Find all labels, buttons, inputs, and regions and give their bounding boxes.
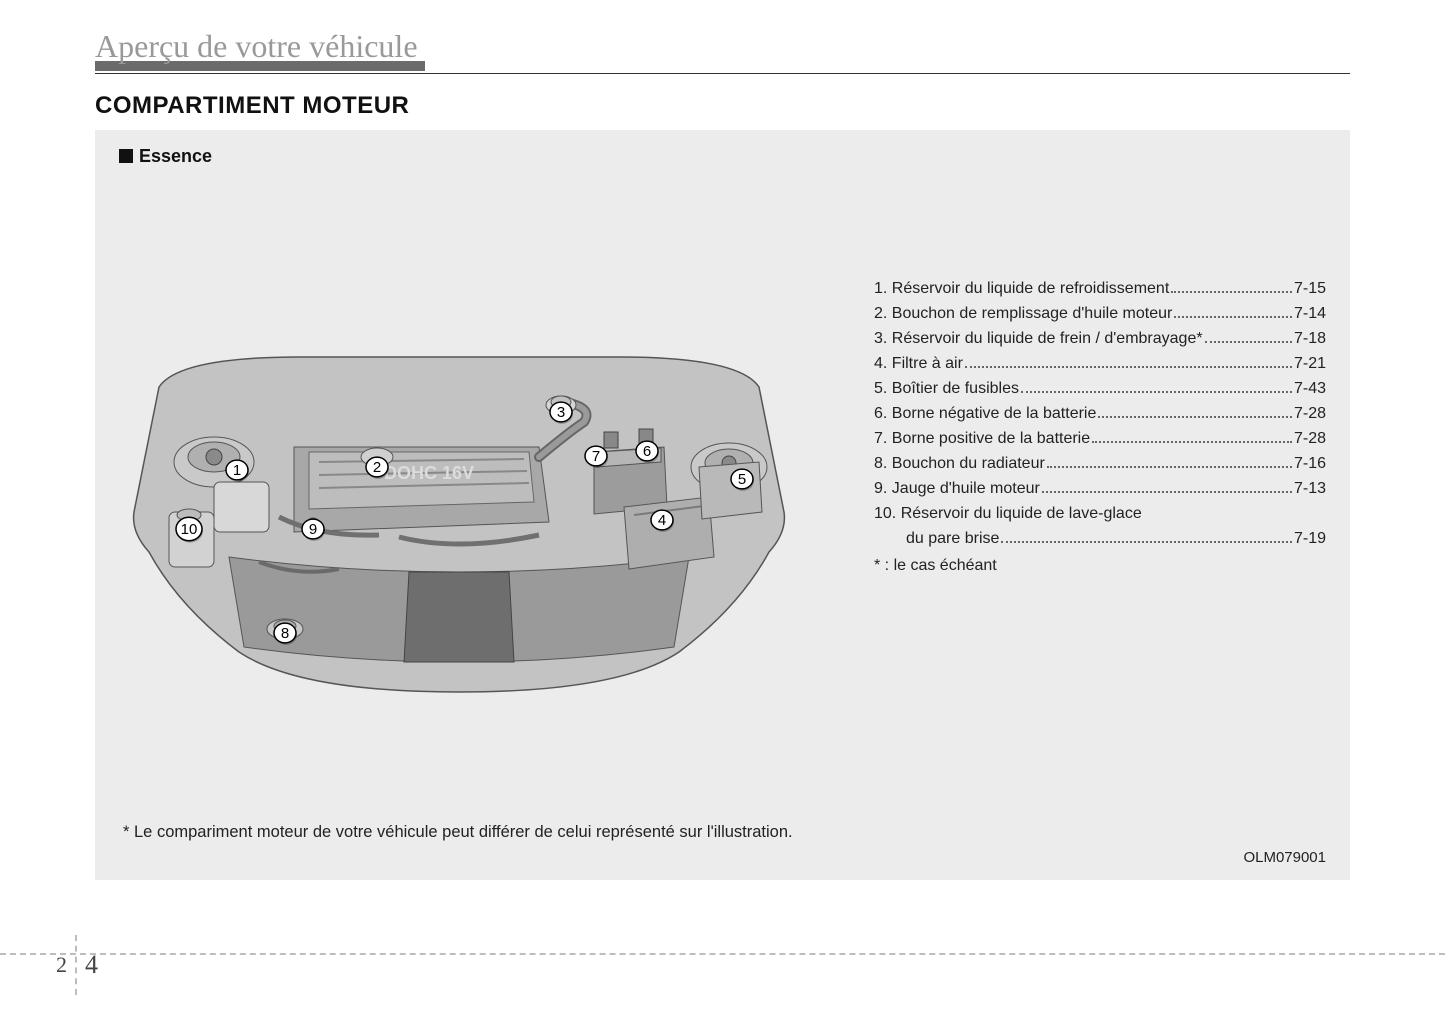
breadcrumb: Aperçu de votre véhicule — [95, 28, 1350, 74]
page-number-value: 4 — [83, 950, 98, 980]
content-panel: Essence — [95, 130, 1350, 880]
legend-item: 9. Jauge d'huile moteur 7-13 — [874, 477, 1326, 501]
legend-label: 10. Réservoir du liquide de lave-glace — [874, 502, 1142, 526]
svg-text:7: 7 — [592, 448, 600, 465]
legend-item: 1. Réservoir du liquide de refroidisseme… — [874, 277, 1326, 301]
legend-page: 7-21 — [1294, 352, 1326, 376]
legend-page: 7-16 — [1294, 452, 1326, 476]
legend-page: 7-28 — [1294, 427, 1326, 451]
square-bullet-icon — [119, 149, 133, 163]
legend-item-sub: du pare brise 7-19 — [874, 527, 1326, 551]
svg-text:9: 9 — [309, 521, 317, 538]
page-number: 2 4 — [56, 935, 98, 995]
page-footer-divider — [0, 953, 1445, 955]
svg-text:6: 6 — [643, 443, 651, 460]
legend-label: 7. Borne positive de la batterie — [874, 427, 1090, 451]
chapter-number: 2 — [56, 952, 69, 978]
legend-page: 7-15 — [1294, 277, 1326, 301]
legend-page: 7-43 — [1294, 377, 1326, 401]
legend-item: 7. Borne positive de la batterie 7-28 — [874, 427, 1326, 451]
legend-list: 1. Réservoir du liquide de refroidisseme… — [819, 187, 1326, 722]
legend-dots — [1021, 391, 1292, 393]
svg-text:8: 8 — [281, 625, 289, 642]
legend-dots — [1001, 541, 1292, 543]
breadcrumb-text: Aperçu de votre véhicule — [95, 28, 1350, 65]
page-num-separator — [75, 935, 77, 995]
legend-dots — [1092, 441, 1292, 443]
fuel-type-label: Essence — [119, 146, 1326, 167]
legend-dots — [1205, 341, 1292, 343]
legend-dots — [1171, 291, 1292, 293]
legend-dots — [1042, 491, 1292, 493]
svg-text:DOHC 16V: DOHC 16V — [384, 463, 474, 483]
svg-text:5: 5 — [738, 471, 746, 488]
svg-text:3: 3 — [557, 404, 565, 421]
legend-dots — [965, 366, 1292, 368]
section-title: COMPARTIMENT MOTEUR — [95, 92, 1350, 120]
legend-label: 5. Boîtier de fusibles — [874, 377, 1019, 401]
legend-label: 2. Bouchon de remplissage d'huile moteur — [874, 302, 1172, 326]
footnote: * Le compariment moteur de votre véhicul… — [123, 823, 793, 842]
legend-label: 1. Réservoir du liquide de refroidisseme… — [874, 277, 1169, 301]
engine-svg: DOHC 16V — [119, 257, 799, 717]
image-code: OLM079001 — [1243, 849, 1326, 866]
asterisk-note: * : le cas échéant — [874, 557, 1326, 575]
legend-label: 6. Borne négative de la batterie — [874, 402, 1096, 426]
legend-page: 7-28 — [1294, 402, 1326, 426]
legend-label: 3. Réservoir du liquide de frein / d'emb… — [874, 327, 1203, 351]
legend-label: 4. Filtre à air — [874, 352, 963, 376]
legend-page: 7-13 — [1294, 477, 1326, 501]
legend-item: 2. Bouchon de remplissage d'huile moteur… — [874, 302, 1326, 326]
legend-item: 6. Borne négative de la batterie 7-28 — [874, 402, 1326, 426]
legend-label: du pare brise — [906, 527, 999, 551]
legend-item: 8. Bouchon du radiateur 7-16 — [874, 452, 1326, 476]
legend-dots — [1174, 316, 1292, 318]
svg-text:2: 2 — [373, 459, 381, 476]
legend-page: 7-14 — [1294, 302, 1326, 326]
legend-dots — [1098, 416, 1292, 418]
legend-page: 7-19 — [1294, 527, 1326, 551]
legend-item: 3. Réservoir du liquide de frein / d'emb… — [874, 327, 1326, 351]
legend-page: 7-18 — [1294, 327, 1326, 351]
legend-item: 10. Réservoir du liquide de lave-glace — [874, 502, 1326, 526]
legend-dots — [1047, 466, 1292, 468]
legend-item: 4. Filtre à air 7-21 — [874, 352, 1326, 376]
legend-label: 8. Bouchon du radiateur — [874, 452, 1045, 476]
legend-item: 5. Boîtier de fusibles 7-43 — [874, 377, 1326, 401]
svg-text:1: 1 — [233, 462, 241, 479]
legend-label: 9. Jauge d'huile moteur — [874, 477, 1040, 501]
fuel-type-text: Essence — [139, 146, 212, 166]
svg-text:10: 10 — [181, 521, 198, 538]
engine-diagram: DOHC 16V — [119, 187, 819, 722]
svg-text:4: 4 — [658, 512, 666, 529]
